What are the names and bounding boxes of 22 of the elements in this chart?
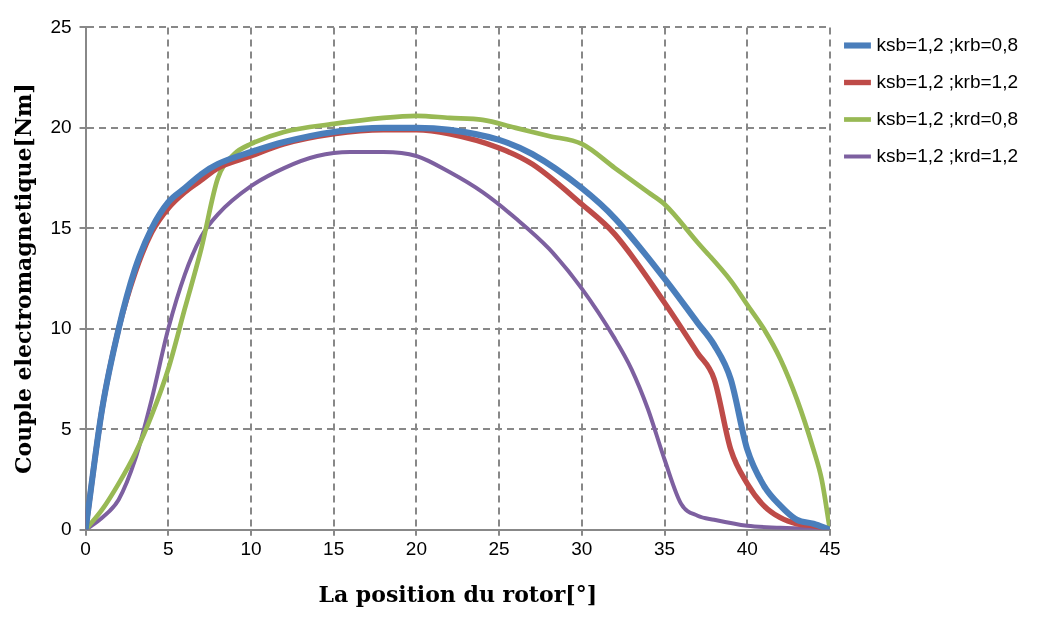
- x-tick-label: 25: [488, 538, 510, 560]
- legend-label: ksb=1,2 ;krd=1,2: [876, 144, 1019, 166]
- x-tick-label: 5: [162, 538, 174, 560]
- y-tick-label: 5: [60, 417, 72, 439]
- y-tick-label: 0: [60, 518, 72, 540]
- x-tick-label: 10: [240, 538, 262, 560]
- x-axis-title: La position du rotor[°]: [318, 580, 598, 607]
- legend-label: ksb=1,2 ;krb=1,2: [876, 70, 1019, 92]
- x-tick-label: 0: [80, 538, 91, 560]
- x-tick-label: 15: [323, 538, 345, 560]
- y-tick-label: 15: [50, 216, 72, 238]
- x-tick-label: 35: [653, 538, 676, 560]
- legend-label: ksb=1,2 ;krb=0,8: [876, 33, 1019, 55]
- y-tick-label: 25: [50, 15, 72, 37]
- y-tick-label: 10: [50, 317, 72, 339]
- x-tick-label: 30: [571, 538, 593, 560]
- x-tick-label: 40: [736, 538, 758, 560]
- y-axis-title: Couple electromagnetique[Nm]: [9, 83, 36, 474]
- x-tick-label: 45: [819, 538, 841, 560]
- y-tick-label: 20: [50, 116, 72, 138]
- x-tick-label: 20: [405, 538, 427, 560]
- legend-label: ksb=1,2 ;krd=0,8: [876, 107, 1019, 129]
